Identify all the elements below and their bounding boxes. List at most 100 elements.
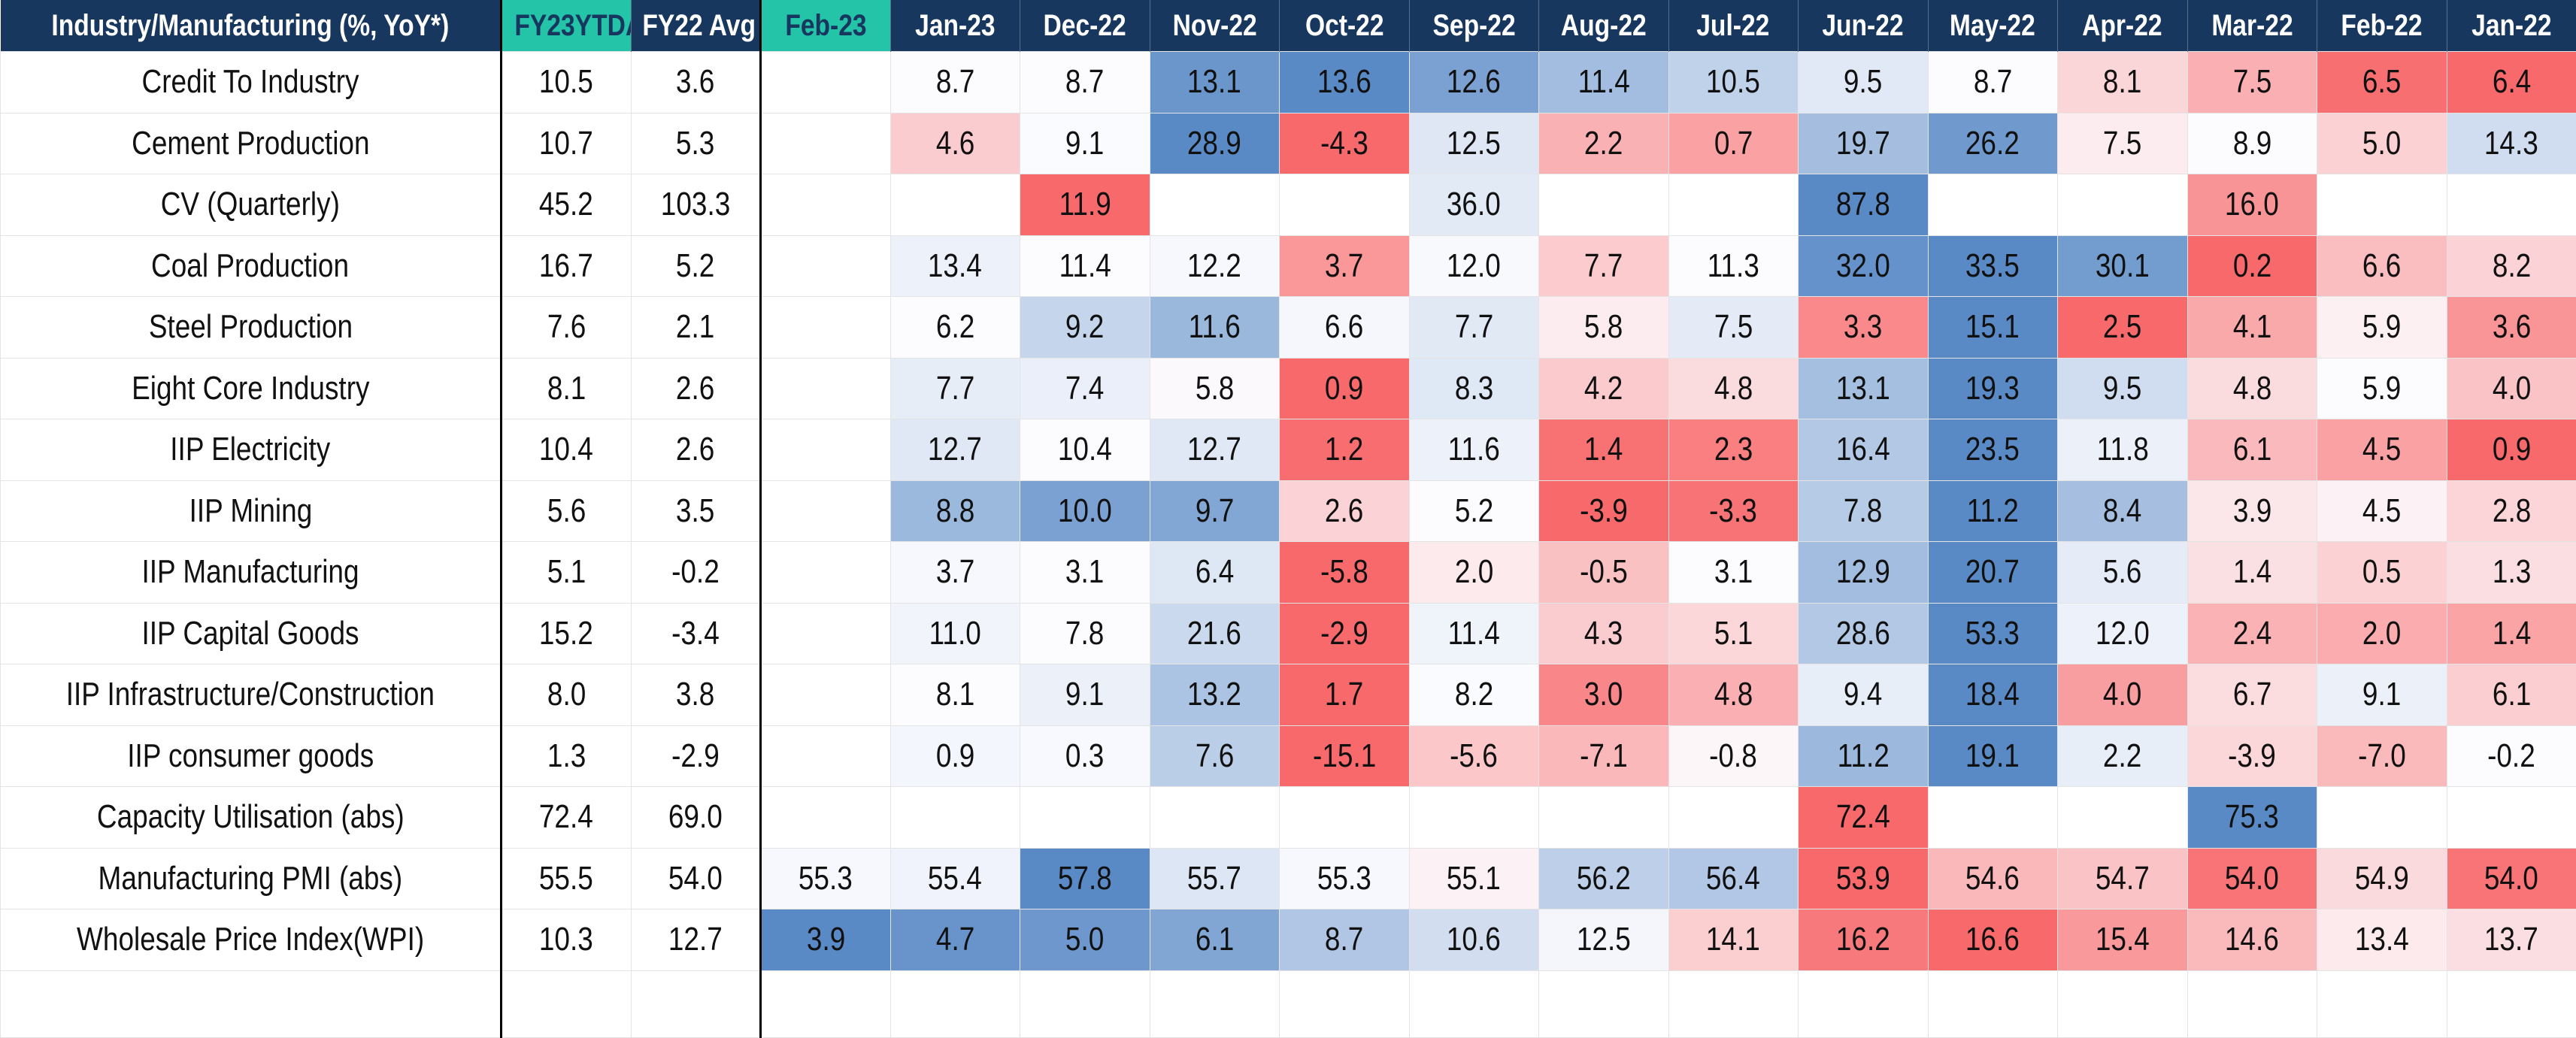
heat-cell-text: 4.2 [1584, 370, 1623, 407]
heat-cell-text: 0.5 [2362, 553, 2401, 591]
heat-cell-text: 12.7 [1187, 431, 1241, 468]
heat-cell: 7.5 [1668, 297, 1799, 359]
heat-cell-text: 19.3 [1965, 370, 2020, 407]
heat-cell [761, 603, 891, 664]
heat-cell: 3.6 [2447, 297, 2576, 359]
heat-cell: 12.6 [1409, 52, 1539, 113]
heat-cell: 14.3 [2447, 113, 2576, 174]
heat-cell-text: 12.6 [1447, 63, 1501, 101]
fy22-cell: 2.1 [631, 297, 761, 359]
column-header-text: Feb-22 [2341, 9, 2423, 43]
heat-cell: 53.3 [1928, 603, 2058, 664]
heat-cell [1280, 174, 1410, 236]
heat-cell: 72.4 [1799, 787, 1929, 849]
heat-cell: 3.3 [1799, 297, 1929, 359]
heat-cell-text: 9.7 [1196, 492, 1234, 530]
heat-cell-text: 8.7 [1065, 63, 1104, 101]
row-label: Wholesale Price Index(WPI) [1, 909, 502, 971]
heat-cell: 13.2 [1150, 664, 1280, 726]
heat-cell-text: 5.0 [1065, 921, 1104, 958]
heat-cell-text: 5.0 [2362, 125, 2401, 162]
row-label: Credit To Industry [1, 52, 502, 113]
heat-cell-text: 2.3 [1714, 431, 1753, 468]
heat-cell: -3.9 [1539, 480, 1669, 542]
ytd-cell: 10.3 [502, 909, 632, 971]
heat-cell: 12.0 [1409, 235, 1539, 297]
heat-cell: 11.9 [1020, 174, 1150, 236]
header-row: Industry/Manufacturing (%, YoY*)FY23YTDA… [1, 0, 2576, 52]
heat-cell: 23.5 [1928, 419, 2058, 481]
heat-cell-text: 8.7 [1325, 921, 1363, 958]
row-label: Steel Production [1, 297, 502, 359]
heat-cell: 2.2 [2058, 725, 2188, 787]
heat-cell-text: 8.7 [1974, 63, 2012, 101]
heat-cell: 1.4 [2187, 542, 2317, 604]
heat-cell-text: 6.4 [1196, 553, 1234, 591]
heat-cell-text: 5.8 [1196, 370, 1234, 407]
row-label: Eight Core Industry [1, 358, 502, 419]
heat-cell: 11.2 [1928, 480, 2058, 542]
row-label-text: Wholesale Price Index(WPI) [77, 921, 424, 958]
fy22-cell-text: 12.7 [668, 921, 723, 958]
heat-cell: 11.4 [1539, 52, 1669, 113]
heat-cell-text: 54.0 [2484, 860, 2538, 897]
heat-cell: 54.0 [2187, 848, 2317, 909]
ytd-cell: 5.1 [502, 542, 632, 604]
heat-cell-text: 72.4 [1836, 798, 1890, 836]
heat-cell-text: 4.8 [1714, 370, 1753, 407]
heat-cell: 2.6 [1280, 480, 1410, 542]
blank-cell [890, 970, 1020, 1037]
heat-cell [2447, 174, 2576, 236]
heat-cell-text: 10.0 [1058, 492, 1112, 530]
heat-cell: 53.9 [1799, 848, 1929, 909]
ytd-cell: 5.6 [502, 480, 632, 542]
heat-cell-text: 12.0 [1447, 247, 1501, 285]
heat-cell: 9.1 [1020, 664, 1150, 726]
heat-cell-text: -2.9 [1320, 615, 1368, 652]
heat-cell-text: 87.8 [1836, 186, 1890, 223]
heat-cell: 13.7 [2447, 909, 2576, 971]
heat-cell: 14.1 [1668, 909, 1799, 971]
heat-cell: 11.3 [1668, 235, 1799, 297]
heat-cell: 15.1 [1928, 297, 2058, 359]
heat-cell-text: 16.6 [1965, 921, 2020, 958]
heat-cell [1928, 787, 2058, 849]
heat-cell-text: 8.3 [1455, 370, 1493, 407]
column-header-text: May-22 [1950, 9, 2035, 43]
heat-cell: 1.3 [2447, 542, 2576, 604]
ytd-cell-text: 8.1 [547, 370, 586, 407]
heat-cell: 8.7 [1020, 52, 1150, 113]
column-header: Feb-22 [2317, 0, 2447, 52]
heat-cell-text: 23.5 [1965, 431, 2020, 468]
row-label: IIP Manufacturing [1, 542, 502, 604]
ytd-cell-text: 55.5 [539, 860, 593, 897]
row-label-text: Cement Production [132, 125, 369, 162]
heat-cell: 11.4 [1409, 603, 1539, 664]
fy22-cell-text: 3.6 [676, 63, 714, 101]
ytd-cell: 10.7 [502, 113, 632, 174]
heat-cell: -0.5 [1539, 542, 1669, 604]
heat-cell-text: 15.1 [1965, 308, 2020, 346]
heat-cell-text: 11.9 [1059, 186, 1111, 223]
heat-cell-text: 11.2 [1967, 492, 2019, 530]
heat-cell: 6.5 [2317, 52, 2447, 113]
heat-cell-text: -7.1 [1580, 737, 1628, 775]
fy22-cell: 54.0 [631, 848, 761, 909]
heat-cell: 5.9 [2317, 358, 2447, 419]
ytd-cell-text: 1.3 [547, 737, 586, 775]
heat-cell-text: 6.1 [1196, 921, 1234, 958]
ytd-cell-text: 45.2 [539, 186, 593, 223]
heat-cell: 12.2 [1150, 235, 1280, 297]
ytd-cell-text: 15.2 [539, 615, 593, 652]
heat-cell: 4.6 [890, 113, 1020, 174]
fy22-cell: -3.4 [631, 603, 761, 664]
row-label: IIP Mining [1, 480, 502, 542]
heat-cell: 7.7 [1539, 235, 1669, 297]
fy22-cell: 5.3 [631, 113, 761, 174]
